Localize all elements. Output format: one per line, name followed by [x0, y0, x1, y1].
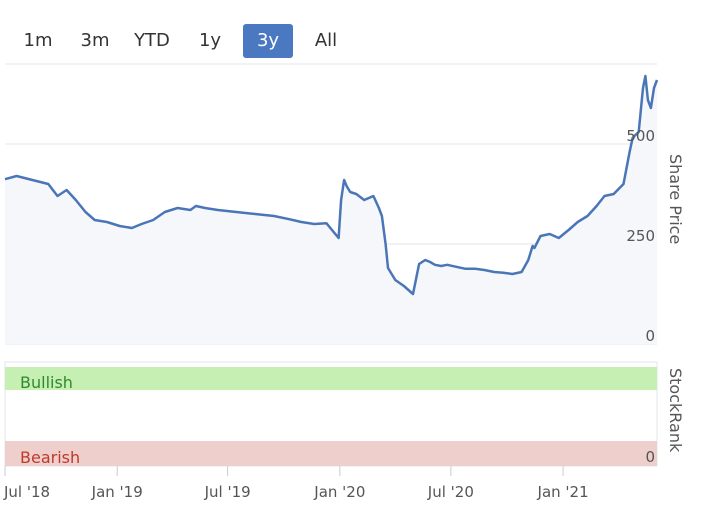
- range-button-1m[interactable]: 1m: [23, 30, 53, 51]
- range-button-ytd[interactable]: YTD: [134, 30, 170, 51]
- stockrank-panel: Bullish Bearish 0 StockRank: [4, 361, 685, 467]
- bearish-label: Bearish: [20, 448, 80, 467]
- x-axis: Jul '18 Jan '19 Jul '19 Jan '20 Jul '20 Jan '…: [3, 466, 589, 501]
- bearish-band: [5, 441, 657, 466]
- price-y-tick-label: 0: [645, 327, 655, 345]
- x-tick-label: Jan '20: [313, 483, 365, 501]
- stockrank-axis-label: StockRank: [666, 368, 685, 453]
- bullish-label: Bullish: [20, 373, 73, 392]
- x-tick-label: Jan '21: [537, 483, 589, 501]
- x-tick-label: Jul '18: [3, 483, 50, 501]
- bullish-band: [5, 367, 657, 390]
- x-tick-label: Jul '20: [427, 483, 474, 501]
- share-price-axis-label: Share Price: [666, 154, 685, 244]
- x-tick-label: Jan '19: [91, 483, 143, 501]
- price-series-line[interactable]: [4, 74, 659, 296]
- range-button-1y[interactable]: 1y: [198, 30, 222, 51]
- price-y-tick-label: 250: [626, 227, 655, 245]
- price-area-fill: [5, 76, 657, 344]
- stockrank-y-tick-label: 0: [645, 448, 655, 466]
- stockrank-y-tick-labels: 0: [645, 448, 655, 466]
- price-y-tick-labels: 0 250 500: [626, 127, 655, 345]
- range-button-3m[interactable]: 3m: [80, 30, 110, 51]
- range-button-all[interactable]: All: [314, 30, 338, 51]
- price-y-tick-label: 500: [626, 127, 655, 145]
- range-button-3y[interactable]: 3y: [243, 24, 293, 58]
- x-tick-label: Jul '19: [204, 483, 251, 501]
